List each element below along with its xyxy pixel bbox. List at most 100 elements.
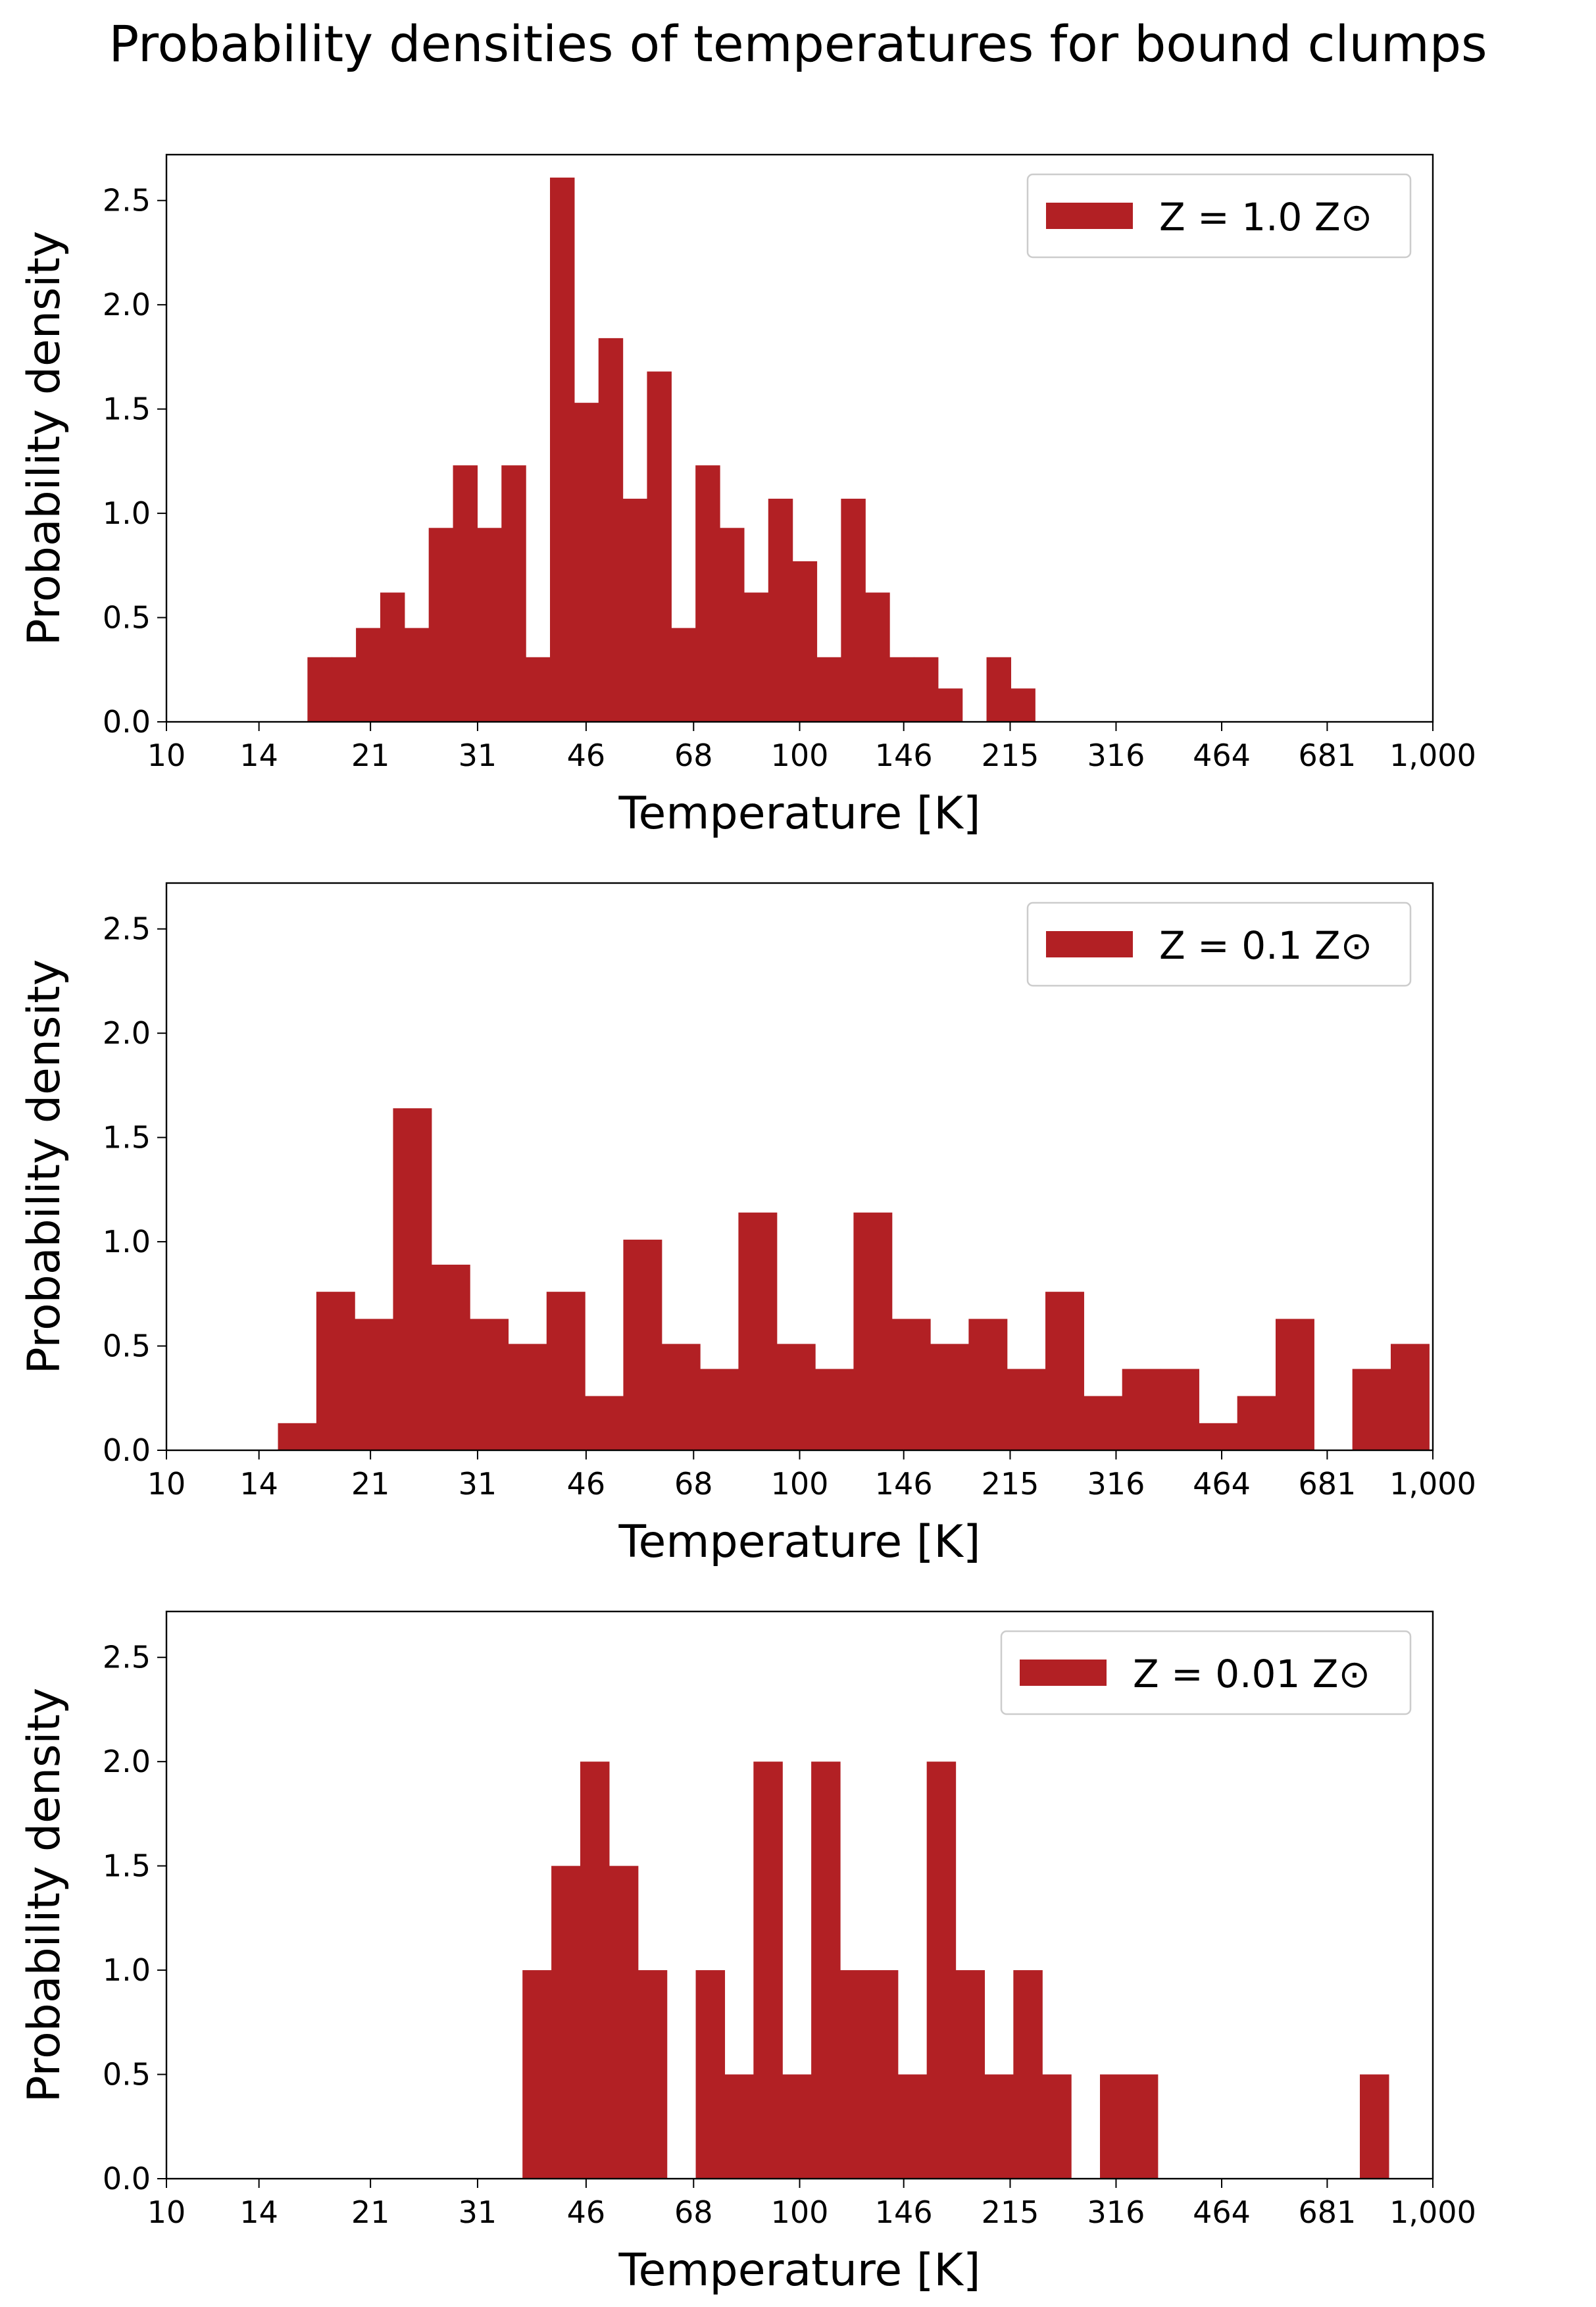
x-tick-label: 21	[351, 2194, 390, 2230]
x-tick-label: 215	[982, 1466, 1039, 1502]
histogram-bar	[1276, 1319, 1314, 1450]
x-tick-label: 31	[459, 1466, 497, 1502]
y-tick-label: 0.5	[103, 600, 151, 636]
histogram-bar	[355, 1319, 394, 1450]
x-axis-label: Temperature [K]	[618, 2244, 980, 2296]
histogram-bar	[526, 657, 551, 722]
x-tick-label: 464	[1193, 738, 1251, 773]
histogram-bar	[897, 2074, 928, 2179]
histogram-bar	[671, 628, 696, 722]
histogram-bar	[968, 1319, 1008, 1450]
legend-box	[1000, 1630, 1412, 1715]
histogram-bar	[428, 528, 454, 722]
histogram-bar	[889, 657, 914, 722]
histogram-bar	[598, 338, 624, 722]
y-axis-label: Probability density	[18, 959, 70, 1374]
histogram-bar	[1045, 1292, 1084, 1450]
x-tick-label: 100	[771, 2194, 829, 2230]
histogram-bars	[278, 1108, 1430, 1451]
x-tick-label: 1,000	[1389, 1466, 1476, 1502]
legend-label: Z = 0.1 Z⊙	[1159, 923, 1372, 968]
histogram-bar	[316, 1292, 355, 1450]
legend: Z = 0.1 Z⊙	[1026, 901, 1412, 987]
histogram-panel-z01: 10 14 21 31 46 68 100 146 215 316 464 681 1,000 Tempe…	[18, 882, 1476, 1568]
legend-label: Z = 1.0 Z⊙	[1159, 195, 1372, 240]
histogram-bar	[816, 657, 841, 722]
histogram-bar	[792, 561, 818, 722]
legend-box	[1026, 173, 1412, 259]
histogram-bar	[782, 2074, 812, 2179]
y-tick-label: 2.5	[103, 1640, 151, 1675]
x-tick-label: 46	[567, 1466, 606, 1502]
histogram-bar	[647, 371, 672, 722]
histogram-bar	[1007, 1369, 1046, 1450]
legend-swatch	[1046, 931, 1133, 957]
histogram-bar	[404, 628, 430, 722]
histogram-bar	[1199, 1423, 1238, 1450]
x-tick-label: 681	[1298, 738, 1356, 773]
histogram-bar	[585, 1396, 624, 1450]
x-tick-label: 68	[674, 2194, 713, 2230]
x-axis-label: Temperature [K]	[618, 788, 980, 840]
histogram-bars	[307, 177, 1035, 723]
histogram-bar	[1013, 1970, 1043, 2179]
histogram-bar	[508, 1344, 547, 1451]
y-tick-label: 1.0	[103, 1224, 151, 1259]
histogram-bar	[868, 1970, 899, 2179]
histogram-bar	[700, 1369, 739, 1450]
x-tick-label: 100	[771, 738, 829, 773]
histogram-bar	[393, 1108, 432, 1450]
histogram-bar	[623, 1239, 662, 1450]
histogram-bar	[574, 403, 599, 723]
y-axis-label: Probability density	[18, 1688, 70, 2102]
x-tick-label: 464	[1193, 1466, 1251, 1502]
histogram-bar	[522, 1970, 552, 2179]
x-tick-label: 146	[875, 738, 933, 773]
histogram-bar	[743, 592, 769, 722]
histogram-bar	[926, 1762, 957, 2179]
histogram-bar	[753, 1762, 783, 2179]
x-tick-label: 316	[1087, 1466, 1145, 1502]
histogram-bar	[551, 1865, 581, 2179]
y-axis: 0.0 0.5 1.0 1.5 2.0 2.5 Probability density	[18, 1640, 166, 2196]
histogram-bar	[1352, 1369, 1391, 1450]
histogram-bar	[1360, 2074, 1389, 2179]
x-tick-label: 31	[459, 738, 497, 773]
histogram-bar	[477, 528, 502, 722]
histogram-bar	[278, 1423, 317, 1450]
y-tick-label: 1.5	[103, 392, 151, 427]
histogram-bar	[550, 177, 575, 722]
histogram-bar	[865, 592, 890, 722]
histogram-bar	[307, 657, 332, 722]
x-tick-label: 146	[875, 2194, 933, 2230]
histogram-bar	[1122, 1369, 1161, 1450]
histogram-bar	[984, 2074, 1014, 2179]
y-tick-label: 0.5	[103, 2057, 151, 2092]
x-tick-label: 316	[1087, 2194, 1145, 2230]
x-tick-label: 14	[239, 1466, 278, 1502]
histogram-bar	[580, 1762, 610, 2179]
histogram-bar	[356, 628, 381, 722]
histogram-bar	[546, 1292, 586, 1450]
histogram-bar	[609, 1865, 639, 2179]
y-tick-label: 0.5	[103, 1329, 151, 1364]
x-tick-label: 14	[239, 738, 278, 773]
histogram-bar	[840, 1970, 870, 2179]
histogram-bar	[841, 498, 866, 722]
histogram-bar	[1237, 1396, 1276, 1450]
histogram-bar	[1084, 1396, 1123, 1450]
histogram-bar	[913, 657, 939, 722]
histogram-bar	[431, 1264, 470, 1450]
x-tick-label: 21	[351, 1466, 390, 1502]
x-tick-label: 10	[147, 738, 186, 773]
x-axis: 10 14 21 31 46 68 100 146 215 316 464 681 1,000 Tempe…	[147, 1450, 1476, 1568]
x-tick-label: 10	[147, 2194, 186, 2230]
y-tick-label: 0.0	[103, 704, 151, 740]
histogram-bar	[622, 498, 648, 722]
x-tick-label: 46	[567, 738, 606, 773]
histogram-bar	[891, 1319, 931, 1450]
histogram-bar	[986, 657, 1012, 722]
histogram-bar	[332, 657, 357, 722]
histogram-bar	[695, 465, 720, 722]
y-axis-label: Probability density	[18, 231, 70, 646]
